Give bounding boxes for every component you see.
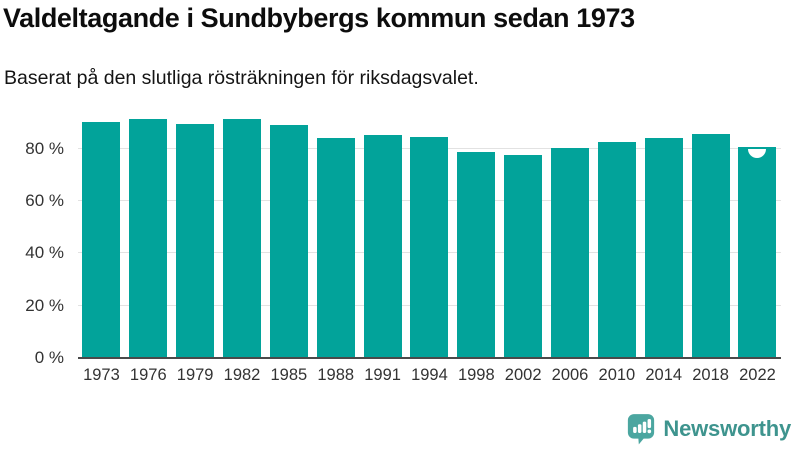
bar-1991	[363, 135, 402, 358]
bar-2010	[597, 142, 636, 358]
y-axis: 0 % 20 % 40 % 60 % 80 %	[0, 112, 64, 367]
bar-1988	[316, 137, 355, 358]
x-tick-label-2018: 2018	[692, 366, 729, 384]
x-tick-label-2006: 2006	[551, 366, 589, 384]
bar-1994	[410, 137, 449, 358]
x-tick-label-1973: 1973	[83, 366, 120, 384]
x-tick-label-2022: 2022	[739, 366, 776, 384]
bar-column-1976	[125, 112, 172, 358]
bar-chart-speech-bubble-icon	[627, 413, 655, 445]
x-tick-label-2002: 2002	[504, 366, 542, 384]
bar-1982	[223, 119, 261, 358]
bar-1985	[269, 125, 308, 358]
y-tick-label-0: 0 %	[34, 348, 64, 367]
chart-subtitle: Baserat på den slutliga rösträkningen fö…	[4, 67, 479, 89]
bar-column-1973	[78, 112, 125, 358]
brand-name: Newsworthy	[663, 416, 791, 441]
bar-2014	[644, 137, 683, 358]
bar-series	[78, 112, 781, 358]
bar-column-1979	[172, 112, 219, 358]
latest-value-notch-marker	[748, 148, 767, 158]
bar-column-2006	[547, 112, 594, 358]
page-title: Valdeltagande i Sundbybergs kommun sedan…	[3, 3, 635, 33]
x-axis-line	[78, 357, 781, 359]
x-tick-label-1982: 1982	[223, 366, 261, 384]
y-tick-label-60: 60 %	[25, 190, 64, 210]
bar-column-2010	[593, 112, 640, 358]
bar-column-2022	[734, 112, 781, 358]
newsworthy-logo[interactable]: Newsworthy	[627, 413, 791, 445]
bar-2006	[551, 147, 590, 358]
bar-column-1985	[265, 112, 312, 358]
x-tick-label-1991: 1991	[364, 366, 401, 384]
bar-column-2014	[640, 112, 687, 358]
y-tick-label-80: 80 %	[25, 138, 64, 158]
x-tick-label-1985: 1985	[270, 366, 308, 384]
bar-1979	[176, 124, 215, 358]
x-tick-label-1979: 1979	[176, 366, 214, 384]
x-tick-label-2014: 2014	[645, 366, 683, 384]
bar-2018	[691, 133, 730, 358]
x-tick-label-1998: 1998	[457, 366, 495, 384]
plot-area	[78, 112, 781, 359]
bar-1976	[129, 119, 168, 358]
y-tick-label-20: 20 %	[25, 295, 64, 315]
bar-column-2002	[500, 112, 547, 358]
y-tick-label-40: 40 %	[25, 243, 64, 263]
bar-1998	[457, 151, 496, 358]
x-tick-label-1988: 1988	[317, 366, 355, 384]
bar-column-1982	[219, 112, 266, 358]
bar-column-1998	[453, 112, 500, 358]
bar-column-1991	[359, 112, 406, 358]
bar-1973	[82, 121, 121, 358]
bar-column-1994	[406, 112, 453, 358]
x-tick-label-1994: 1994	[411, 366, 448, 384]
bar-2002	[504, 154, 543, 358]
bar-column-2018	[687, 112, 734, 358]
x-tick-label-1976: 1976	[129, 366, 167, 384]
bar-2022	[738, 146, 777, 358]
x-tick-label-2010: 2010	[598, 366, 636, 384]
bar-column-1988	[312, 112, 359, 358]
x-axis-labels: 1973 1976 1979 1982 1985 1988 1991 1994 1998 2002…	[78, 366, 781, 385]
